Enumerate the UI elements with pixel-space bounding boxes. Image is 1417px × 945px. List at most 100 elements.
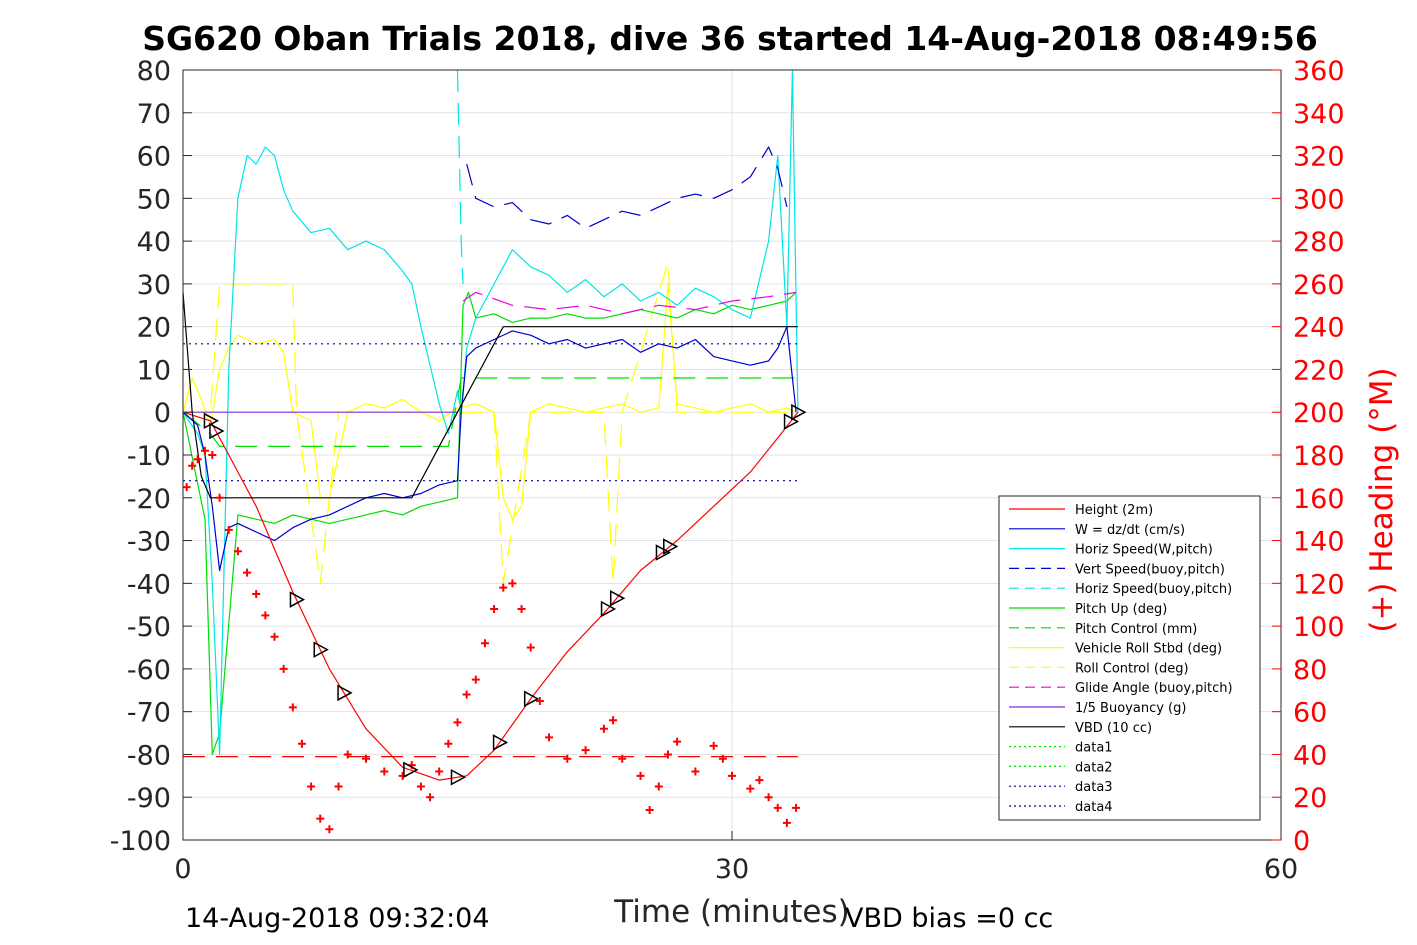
dive-marker-14 (791, 403, 807, 421)
heading-marker-58 (792, 803, 801, 812)
heading-marker-43 (618, 754, 627, 763)
right-tick-label-0: 360 (1293, 56, 1345, 87)
heading-markers (182, 446, 801, 834)
left-tick-label-3: 50 (137, 184, 171, 215)
heading-marker-7 (233, 547, 242, 556)
legend-label-14: data3 (1075, 780, 1113, 795)
left-tick-label-0: 80 (137, 56, 171, 87)
legend-label-7: Vehicle Roll Stbd (deg) (1075, 642, 1222, 657)
heading-marker-51 (718, 754, 727, 763)
legend-label-10: 1/5 Buoyancy (g) (1075, 701, 1186, 716)
footer-vbd-bias: VBD bias =0 cc (845, 903, 1053, 934)
dive-marker-11 (655, 544, 672, 561)
heading-marker-53 (746, 784, 755, 793)
dive-marker-13 (783, 413, 800, 430)
heading-marker-30 (471, 675, 480, 684)
heading-marker-32 (490, 605, 499, 613)
heading-marker-24 (416, 782, 425, 791)
heading-marker-55 (764, 793, 773, 802)
left-tick-label-17: -90 (127, 783, 171, 814)
legend-label-15: data4 (1075, 800, 1113, 815)
heading-marker-46 (654, 782, 663, 791)
heading-marker-8 (243, 568, 252, 577)
series-line-roll-control-deg- (183, 261, 798, 584)
right-tick-label-17: 20 (1293, 783, 1327, 814)
heading-marker-28 (453, 718, 462, 727)
heading-marker-12 (279, 664, 288, 673)
right-tick-label-9: 180 (1293, 441, 1345, 472)
dive-marker-2 (289, 591, 306, 608)
series-line-glide-angle-buoy-pitch- (462, 291, 797, 315)
legend-label-2: Horiz Speed(W,pitch) (1075, 543, 1213, 558)
left-tick-label-15: -70 (127, 698, 171, 729)
dive-marker-12 (663, 538, 679, 555)
series-layer (182, 69, 799, 781)
legend-label-11: VBD (10 cc) (1075, 721, 1152, 736)
right-tick-label-1: 340 (1293, 99, 1345, 130)
right-tick-label-3: 300 (1293, 184, 1345, 215)
heading-marker-15 (307, 782, 316, 791)
legend-label-1: W = dz/dt (cm/s) (1075, 523, 1185, 538)
heading-marker-33 (499, 583, 508, 592)
heading-marker-54 (755, 776, 764, 785)
heading-marker-10 (261, 611, 270, 620)
x-tick-label-1: 30 (715, 854, 749, 885)
heading-marker-17 (325, 825, 334, 834)
legend: Height (2m) W = dz/dt (cm/s) Horiz Speed(W… (998, 495, 1261, 821)
heading-marker-4 (208, 451, 217, 459)
right-axis: 3603403203002802602402202001801601401201… (1272, 56, 1345, 857)
x-tick-label-2: 60 (1264, 854, 1298, 885)
heading-marker-40 (581, 746, 590, 755)
heading-marker-49 (691, 767, 700, 776)
heading-marker-29 (462, 690, 471, 699)
left-tick-label-9: -10 (127, 441, 171, 472)
heading-marker-14 (297, 739, 306, 748)
heading-marker-20 (362, 754, 370, 763)
legend-label-4: Horiz Speed(buoy,pitch) (1075, 582, 1232, 597)
legend-label-3: Vert Speed(buoy,pitch) (1075, 562, 1225, 577)
heading-marker-2 (193, 455, 202, 464)
dive-marker-4 (337, 684, 353, 702)
series-line-w-dz-dt-cm-s- (182, 326, 797, 572)
left-tick-label-13: -50 (127, 612, 171, 643)
heading-marker-44 (636, 771, 645, 780)
heading-marker-48 (673, 737, 682, 746)
series-line-vehicle-roll-stbd-deg- (182, 283, 797, 520)
series-line-height-2m- (182, 411, 799, 781)
series-line-pitch-up-deg- (182, 291, 797, 756)
right-tick-label-14: 80 (1293, 655, 1327, 686)
left-tick-label-5: 30 (137, 270, 171, 301)
heading-marker-39 (563, 754, 572, 763)
x-axis-label: Time (minutes) (613, 894, 849, 930)
legend-label-5: Pitch Up (deg) (1075, 602, 1167, 617)
chart-title: SG620 Oban Trials 2018, dive 36 started … (142, 19, 1318, 58)
series-line-horiz-speed-w-pitch- (182, 69, 799, 756)
series-line-vert-speed-buoy-pitch- (466, 146, 788, 229)
right-tick-label-5: 260 (1293, 270, 1345, 301)
left-tick-label-8: 0 (154, 398, 171, 429)
left-tick-label-2: 60 (137, 142, 171, 173)
heading-marker-37 (535, 696, 544, 705)
x-tick-label-0: 0 (174, 854, 191, 885)
heading-marker-57 (782, 818, 791, 827)
heading-marker-56 (773, 803, 782, 812)
legend-label-9: Glide Angle (buoy,pitch) (1075, 681, 1233, 696)
left-tick-label-11: -30 (127, 527, 171, 558)
heading-marker-31 (480, 639, 489, 648)
heading-marker-50 (709, 741, 718, 750)
left-tick-label-12: -40 (127, 569, 171, 600)
left-tick-label-16: -80 (127, 740, 171, 771)
dive-marker-7 (492, 734, 509, 751)
right-axis-label: (+) Heading (°M) (1364, 367, 1400, 632)
heading-marker-38 (545, 733, 553, 742)
heading-marker-0 (182, 483, 191, 492)
dive-markers (203, 403, 807, 786)
right-tick-label-8: 200 (1293, 398, 1345, 429)
left-tick-label-14: -60 (127, 655, 171, 686)
heading-marker-41 (599, 724, 608, 733)
heading-marker-52 (728, 771, 736, 780)
heading-marker-6 (224, 525, 233, 534)
heading-marker-1 (188, 461, 197, 470)
legend-label-0: Height (2m) (1075, 503, 1153, 518)
heading-marker-27 (444, 739, 453, 748)
